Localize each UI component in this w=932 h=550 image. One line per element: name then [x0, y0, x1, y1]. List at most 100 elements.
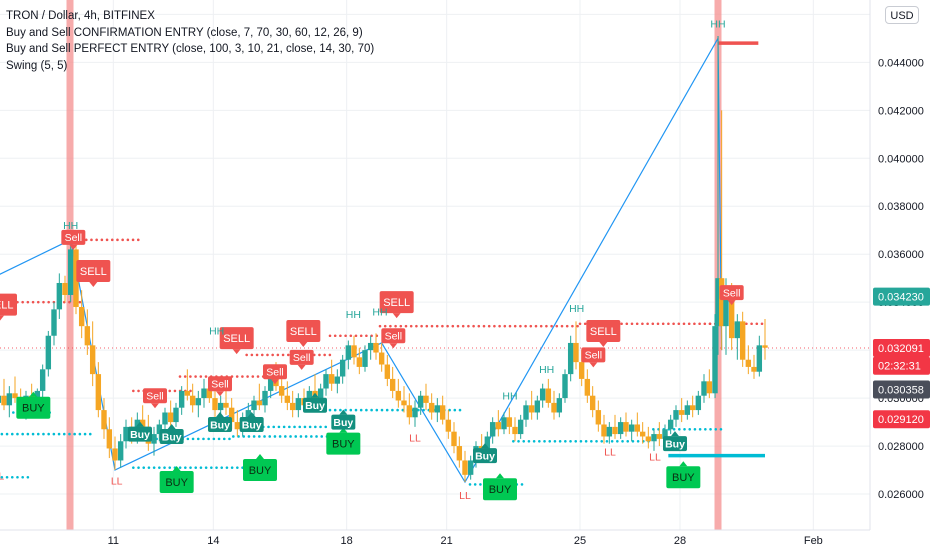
signal-pointer: [172, 466, 181, 472]
signal-text: Buy: [333, 417, 353, 429]
candle-down: [234, 422, 241, 430]
signal-buy-big: BUY: [483, 473, 517, 501]
signal-sell-small: Sell: [208, 376, 232, 397]
indicator-perfect-entry[interactable]: Buy and Sell PERFECT ENTRY (close, 100, …: [6, 43, 375, 55]
signal-pointer: [256, 454, 264, 460]
signal-pointer: [339, 427, 348, 433]
candle-up: [39, 369, 46, 391]
signal-pointer: [392, 313, 401, 319]
signal-text: SELL: [590, 326, 617, 338]
highlight-bands: [66, 0, 722, 530]
candle-down: [78, 306, 85, 327]
time-tick-label: 18: [341, 535, 353, 547]
price-tick-label: 0.044000: [878, 57, 924, 69]
candle-down: [1, 395, 7, 406]
signal-text: Sell: [211, 378, 229, 390]
signal-pointer: [671, 431, 679, 437]
signal-text: BUY: [489, 484, 512, 496]
candle-up: [501, 417, 507, 430]
candle-up: [201, 388, 207, 399]
price-axis-background: [870, 0, 932, 550]
signal-sell-small: Sell: [581, 347, 606, 368]
candle-up: [362, 350, 368, 367]
signal-pointer: [216, 391, 224, 397]
candle-up: [151, 434, 157, 444]
signal-text: Buy: [130, 429, 150, 441]
signal-box: [483, 478, 517, 501]
candle-down: [706, 381, 713, 394]
signal-buy-small: Buy: [331, 409, 356, 430]
signal-sell-small: Sell: [263, 364, 287, 385]
candle-up: [701, 381, 707, 396]
signal-box: [159, 471, 194, 494]
signal-box: [76, 259, 111, 282]
signal-pointer: [151, 403, 159, 409]
signal-pointer: [247, 411, 256, 417]
candle-down: [445, 419, 452, 432]
candle-up: [162, 412, 168, 425]
signal-text: SELL: [290, 326, 317, 338]
signal-pointer: [339, 409, 348, 415]
candle-down: [423, 395, 429, 403]
candle-up: [684, 405, 691, 415]
candle-down: [762, 345, 768, 348]
signal-sell-small: Sell: [289, 349, 314, 370]
indicator-confirmation-entry[interactable]: Buy and Sell CONFIRMATION ENTRY (close, …: [6, 26, 363, 39]
signal-box: [379, 291, 414, 314]
candle-up: [178, 390, 185, 408]
swing-label-low: LL: [649, 451, 661, 463]
candle-down: [223, 402, 229, 408]
candle-down: [328, 374, 335, 384]
candle-down: [284, 395, 291, 403]
signal-box: [286, 319, 321, 342]
price-tick-label: 0.040000: [878, 153, 924, 165]
candle-up: [117, 441, 124, 461]
signal-text: Sell: [266, 366, 284, 378]
time-tick-label: 28: [674, 535, 686, 547]
signal-box: [143, 388, 167, 404]
candle-up: [673, 410, 679, 420]
signal-pointer: [311, 392, 319, 398]
currency-button[interactable]: USD: [885, 6, 919, 24]
candle-up: [123, 426, 129, 442]
time-tick-label: 21: [441, 535, 453, 547]
candle-up: [617, 422, 624, 435]
candle-down: [439, 405, 446, 420]
candle-up: [667, 419, 674, 430]
price-tag: [873, 410, 930, 429]
candle-up: [628, 424, 635, 432]
signal-box: [303, 397, 327, 413]
signal-box: [243, 459, 277, 482]
indicator-swing[interactable]: Swing (5, 5): [6, 59, 68, 72]
signal-text: Buy: [665, 438, 685, 450]
signal-pointer: [299, 341, 308, 347]
candle-down: [645, 436, 652, 442]
candle-up: [756, 345, 763, 372]
candle-down: [751, 366, 757, 372]
swing-label-high: HH: [63, 220, 78, 232]
candle-up: [262, 390, 268, 406]
signal-buy-big: BUY: [243, 454, 277, 482]
signal-pointer: [589, 362, 598, 368]
candle-down: [378, 352, 385, 365]
signal-buy-big: BUY: [326, 427, 361, 455]
candle-down: [278, 386, 285, 396]
candle-down: [528, 405, 535, 413]
signal-pointer: [89, 281, 98, 287]
price-axis[interactable]: 0.0260000.0280000.0300000.0320000.034000…: [869, 0, 932, 550]
symbol-title[interactable]: TRON / Dollar, 4h, BITFINEX: [6, 10, 155, 22]
candle-down: [512, 426, 518, 435]
time-axis[interactable]: 11 14 18 21 25 28 Feb: [0, 529, 870, 550]
candle-up: [367, 342, 374, 351]
signal-box: [666, 466, 701, 489]
candle-down: [206, 388, 213, 399]
candle-down: [739, 321, 746, 360]
price-tag: [873, 338, 930, 357]
signal-box: [239, 416, 264, 432]
signal-buy-small: Buy: [663, 431, 687, 452]
price-tick-label: 0.038000: [878, 201, 924, 213]
price-tick-label: 0.028000: [878, 441, 924, 453]
candle-up: [651, 434, 657, 442]
